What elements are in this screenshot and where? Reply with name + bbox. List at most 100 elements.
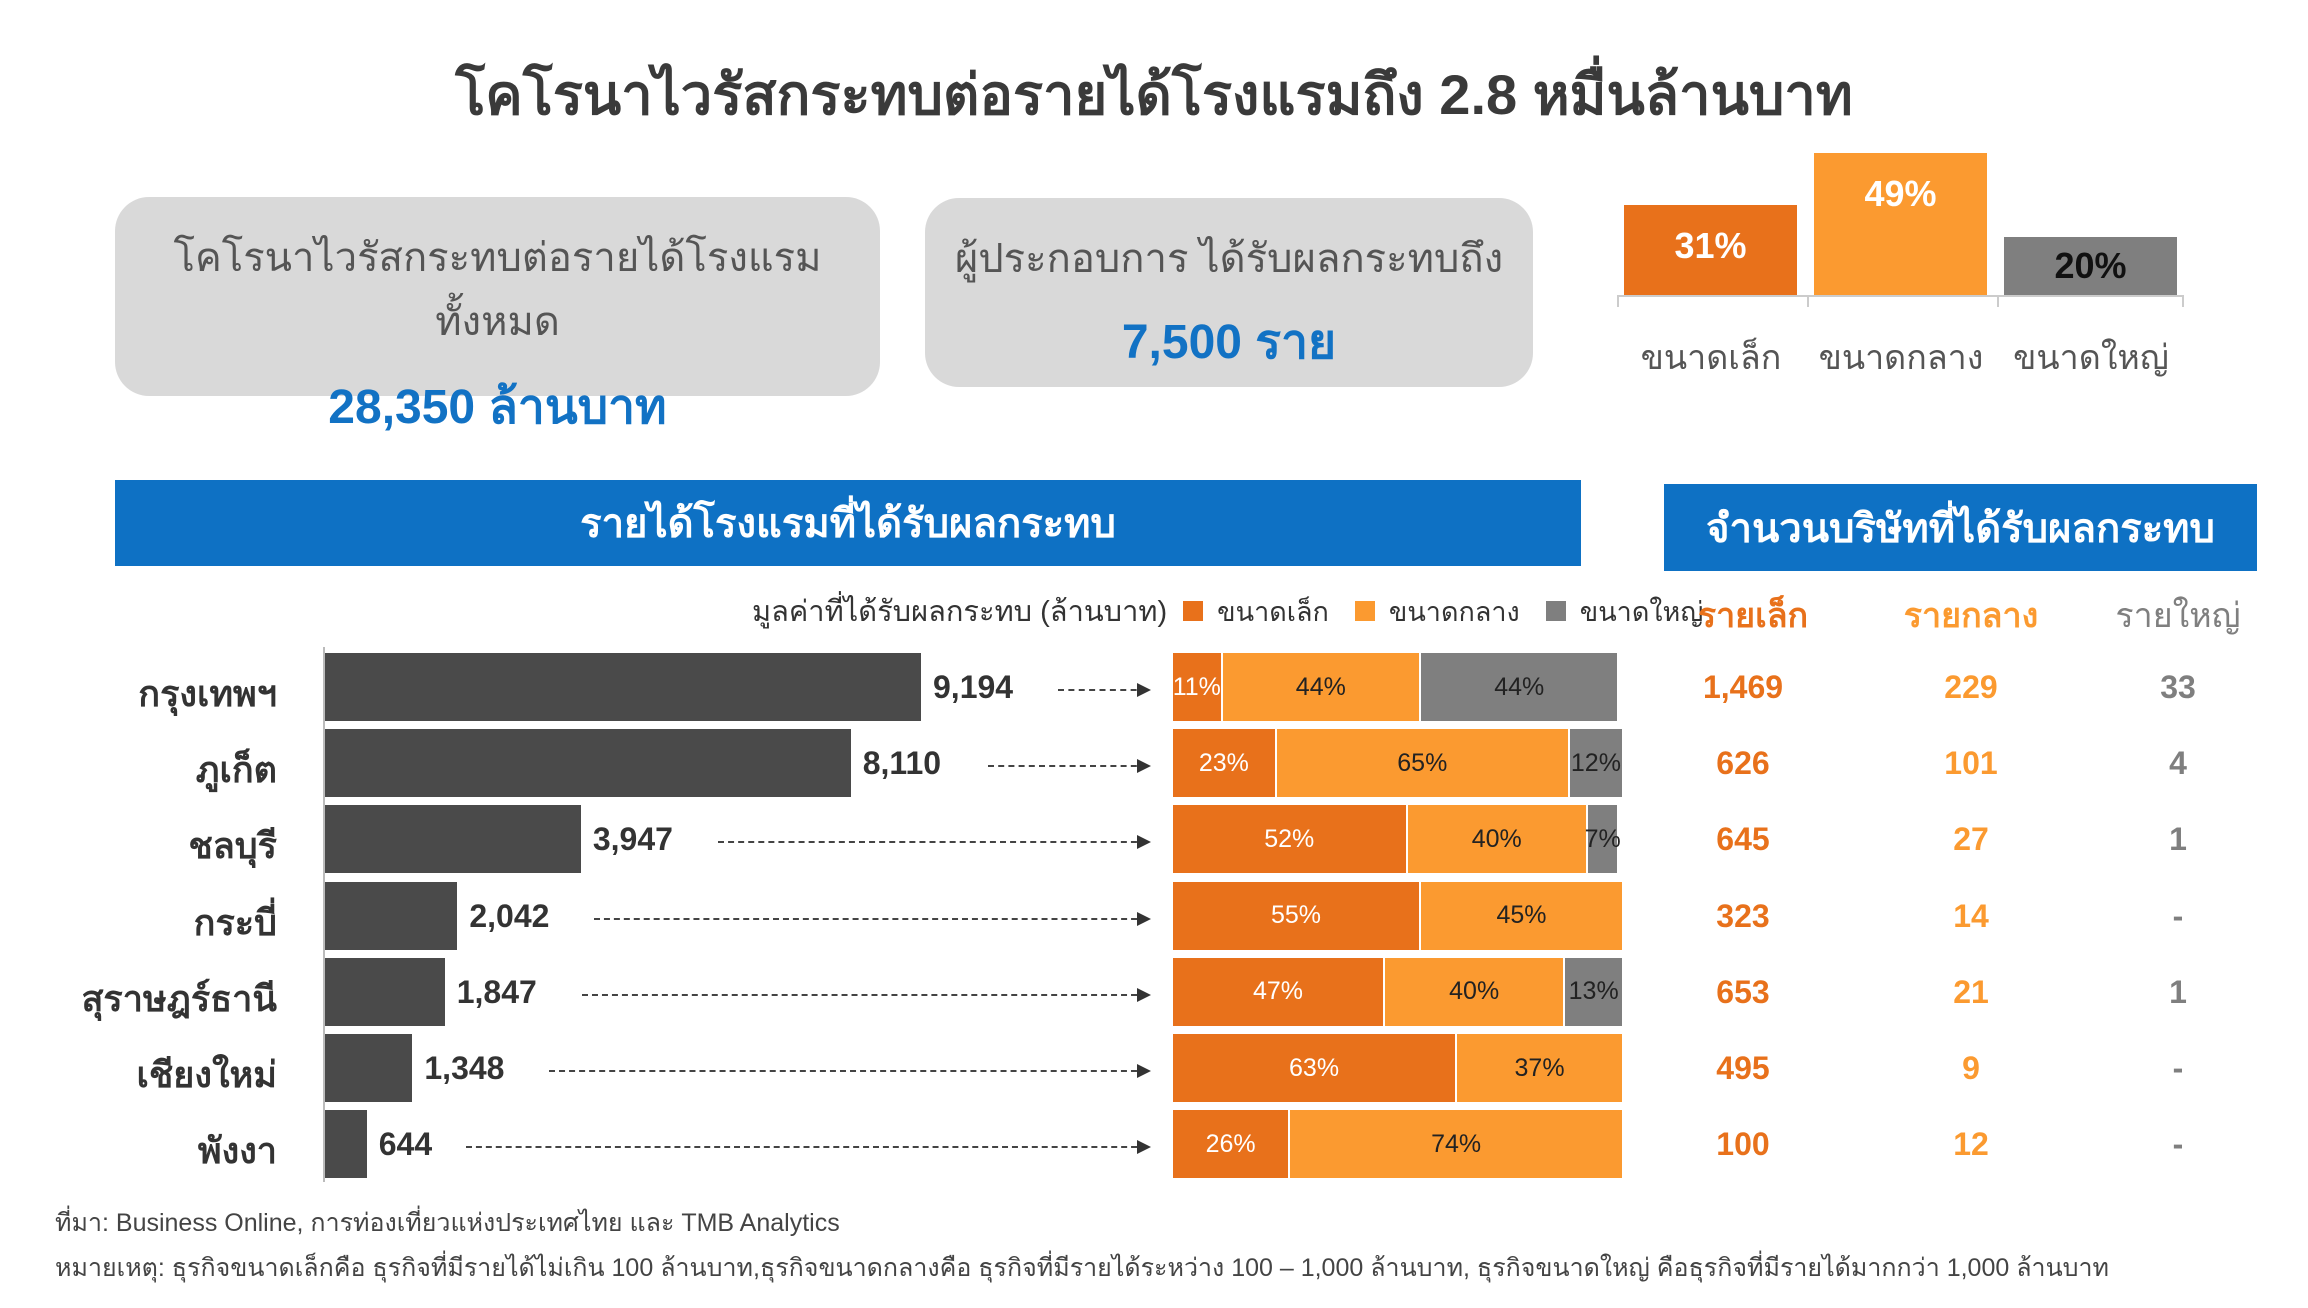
revenue-bar	[325, 957, 445, 1026]
company-count: 101	[1944, 745, 1998, 782]
company-count: 21	[1953, 973, 1989, 1010]
revenue-header: รายได้โรงแรมที่ได้รับผลกระทบ	[115, 480, 1581, 566]
companies-header: จำนวนบริษัทที่ได้รับผลกระทบ	[1664, 484, 2257, 571]
category-label: ขนาดใหญ่	[2013, 339, 2169, 377]
company-count: 495	[1716, 1050, 1770, 1086]
company-count: 653	[1716, 973, 1770, 1010]
revenue-value: 1,847	[456, 973, 537, 1010]
company-count: -	[2172, 1050, 2184, 1086]
stack-segment: 65%	[1276, 729, 1570, 798]
x-axis-line	[1617, 295, 2184, 297]
province-label: เชียงใหม่	[136, 1054, 277, 1095]
bar-0: 31%	[1624, 205, 1797, 295]
col-header-large: รายใหญ่	[2115, 597, 2241, 635]
company-count: 12	[1953, 1126, 1989, 1163]
province-label: พังงา	[197, 1130, 277, 1172]
stack-segment: 55%	[1173, 881, 1422, 950]
stack-segment: 40%	[1407, 805, 1588, 874]
stack-segment: 12%	[1569, 729, 1624, 798]
card-value: 7,500 ราย	[1121, 316, 1337, 369]
company-count: 1	[2169, 973, 2187, 1010]
legend: มูลค่าที่ได้รับผลกระทบ (ล้านบาท) ขนาดเล็…	[752, 588, 1703, 634]
stack-segment: 63%	[1173, 1034, 1458, 1102]
revenue-value: 3,947	[592, 821, 673, 858]
legend-swatch-large	[1545, 601, 1566, 621]
stack-segment: 26%	[1173, 1110, 1291, 1179]
dashed-arrow	[581, 987, 1152, 1002]
col-header-small: รายเล็ก	[1697, 597, 1809, 635]
dashed-arrow	[987, 759, 1152, 774]
revenue-bar	[325, 729, 851, 798]
company-count: 1,469	[1702, 669, 1784, 705]
revenue-bar	[325, 1034, 413, 1102]
x-axis-label: มูลค่าที่ได้รับผลกระทบ (ล้านบาท)	[752, 596, 1168, 628]
card-label: ผู้ประกอบการ ได้รับผลกระทบถึง	[954, 237, 1504, 281]
revenue-value: 644	[378, 1126, 433, 1163]
stack-segment: 44%	[1421, 653, 1620, 721]
revenue-value: 8,110	[862, 745, 942, 782]
company-count: 1	[2169, 821, 2187, 858]
dashed-arrow	[465, 1140, 1152, 1155]
footnote: หมายเหตุ: ธุรกิจขนาดเล็กคือ ธุรกิจที่มีร…	[55, 1254, 2110, 1282]
source-note: ที่มา: Business Online, การท่องเที่ยวแห่…	[55, 1209, 840, 1237]
revenue-bar	[325, 881, 458, 950]
bar-2: 20%	[2004, 237, 2177, 295]
stack-segment: 52%	[1173, 805, 1408, 874]
y-axis-line	[323, 647, 325, 1182]
legend-large: ขนาดใหญ่	[1579, 596, 1704, 627]
legend-medium: ขนาดกลาง	[1388, 596, 1520, 627]
company-count: -	[2172, 897, 2184, 934]
revenue-value: 9,194	[933, 669, 1014, 705]
page-title: โคโรนาไวรัสกระทบต่อรายได้โรงแรมถึง 2.8 ห…	[455, 63, 1853, 126]
category-label: ขนาดกลาง	[1818, 339, 1984, 377]
company-count: 323	[1716, 897, 1770, 934]
stack-segment: 74%	[1290, 1110, 1624, 1179]
dashed-arrow	[594, 911, 1151, 926]
province-label: กระบี่	[193, 901, 277, 943]
company-count: 4	[2169, 745, 2187, 782]
revenue-value: 1,348	[424, 1050, 505, 1086]
operators-card: ผู้ประกอบการ ได้รับผลกระทบถึง 7,500 ราย	[925, 198, 1533, 387]
category-label: ขนาดเล็ก	[1640, 339, 1782, 377]
stack-segment: 47%	[1173, 957, 1385, 1026]
stack-segment: 23%	[1173, 729, 1277, 798]
tick	[2182, 295, 2184, 307]
dashed-arrow	[717, 835, 1152, 850]
total-revenue-card: โคโรนาไวรัสกระทบต่อรายได้โรงแรมทั้งหมด 2…	[115, 197, 880, 434]
tick	[1997, 295, 1999, 307]
stack-segment: 37%	[1457, 1034, 1624, 1102]
province-label: ชลบุรี	[188, 825, 277, 867]
dashed-arrow	[1058, 683, 1151, 697]
company-count: 645	[1716, 821, 1770, 858]
revenue-bar	[325, 805, 581, 874]
province-label: สุราษฎร์ธานี	[81, 977, 277, 1019]
company-count: 27	[1953, 821, 1989, 858]
stack-segment: 44%	[1222, 653, 1422, 721]
province-label: กรุงเทพฯ	[138, 673, 277, 714]
company-count: 9	[1962, 1050, 1980, 1086]
stack-segment: 45%	[1421, 881, 1624, 950]
legend-small: ขนาดเล็ก	[1217, 596, 1329, 627]
dashed-arrow	[549, 1064, 1151, 1078]
legend-swatch-medium	[1354, 601, 1375, 621]
revenue-bar	[325, 653, 921, 721]
revenue-bar	[325, 1110, 367, 1179]
tick	[1807, 295, 1809, 307]
stack-segment: 13%	[1565, 957, 1624, 1026]
card-label: โคโรนาไวรัสกระทบต่อรายได้โรงแรมทั้งหมด	[173, 236, 822, 344]
province-label: ภูเก็ต	[195, 749, 277, 791]
stack-segment: 11%	[1173, 653, 1223, 721]
company-count: 626	[1716, 745, 1770, 782]
col-header-medium: รายกลาง	[1903, 597, 2039, 635]
company-count: 229	[1944, 669, 1998, 705]
company-count: 33	[2160, 669, 2196, 705]
company-count: 14	[1953, 897, 1989, 934]
stack-segment: 40%	[1384, 957, 1566, 1026]
revenue-value: 2,042	[469, 897, 550, 934]
legend-swatch-small	[1183, 601, 1204, 621]
card-value: 28,350 ล้านบาท	[328, 381, 667, 434]
company-count: 100	[1716, 1126, 1770, 1163]
company-count: -	[2172, 1126, 2184, 1163]
bar-1: 49%	[1814, 153, 1987, 295]
stack-segment: 7%	[1585, 805, 1621, 874]
